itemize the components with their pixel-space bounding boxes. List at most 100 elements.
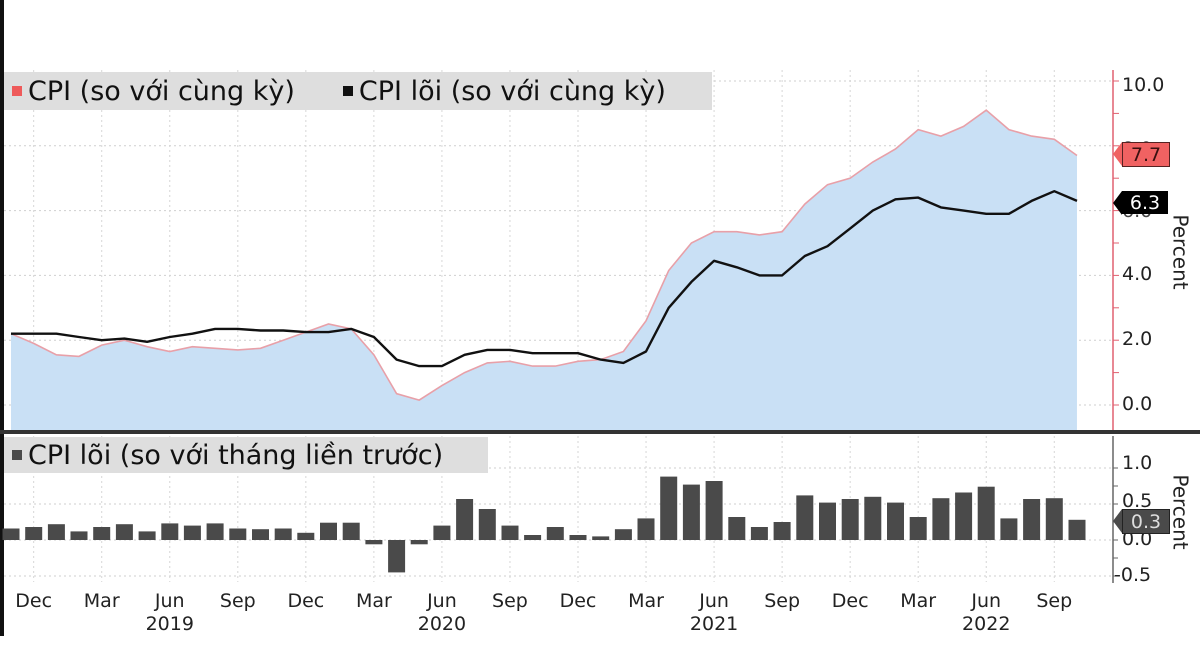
legend-label-cpi: CPI (so với cùng kỳ)	[28, 75, 295, 107]
x-tick-label: Sep	[764, 590, 801, 612]
x-tick-label: Dec	[831, 590, 869, 612]
core-mom-bar	[932, 498, 950, 540]
core-mom-bar	[728, 517, 746, 540]
left-border	[0, 0, 4, 636]
x-tick-label: Dec	[287, 590, 325, 612]
x-tick-label: Mar	[900, 590, 937, 612]
core-mom-bar	[660, 476, 678, 540]
ytick-top-10: 10.0	[1122, 74, 1165, 96]
x-year-label: 2022	[962, 613, 1011, 635]
core-mom-bar	[47, 524, 65, 540]
cpi-line	[10, 109, 1078, 401]
core-mom-bar	[1045, 498, 1063, 540]
core-mom-bar	[25, 527, 43, 540]
core-mom-bar	[252, 529, 269, 540]
core-end-value-tag: 6.3	[1122, 191, 1168, 214]
ytick-top-0: 0.0	[1122, 393, 1153, 415]
core-mom-bar	[592, 536, 610, 540]
core-mom-bar	[320, 522, 337, 540]
core-swatch-icon	[342, 86, 353, 96]
ytick-bottom-1: 1.0	[1122, 452, 1153, 474]
core-mom-bar	[977, 486, 995, 540]
x-tick-label: Jun	[971, 590, 1002, 612]
core-mom-bar	[206, 523, 224, 540]
x-tick-label: Sep	[219, 590, 256, 612]
legend-label-core-mom: CPI lõi (so với tháng liền trước)	[28, 439, 444, 471]
core-mom-bar	[1000, 518, 1018, 540]
core-mom-bar	[955, 492, 973, 540]
core-cpi-line	[11, 189, 1078, 368]
core-end-value: 6.3	[1129, 191, 1161, 214]
core-mom-bar	[342, 522, 360, 540]
core-mom-bar	[546, 527, 564, 540]
core-mom-bar	[229, 528, 247, 540]
core-mom-bar	[365, 540, 383, 545]
core-mom-bar	[1023, 499, 1041, 540]
cpi-end-value: 7.7	[1130, 143, 1162, 166]
x-year-label: 2019	[145, 613, 194, 635]
core-mom-bar	[297, 532, 315, 540]
core-mom-bar	[93, 527, 111, 540]
core-mom-bar	[138, 531, 156, 540]
x-year-label: 2020	[417, 613, 467, 635]
ytick-top-4: 4.0	[1122, 263, 1153, 285]
core-mom-bar	[909, 517, 927, 540]
x-tick-label: Mar	[628, 590, 664, 612]
core-mom-bar	[637, 518, 655, 540]
core-mom-bar	[841, 499, 859, 540]
core-mom-bar	[274, 528, 292, 540]
x-tick-label: Dec	[15, 590, 53, 612]
core-mom-bar	[501, 525, 519, 540]
bottom-legend: CPI lõi (so với tháng liền trước)	[4, 437, 488, 473]
x-tick-label: Jun	[154, 590, 185, 612]
legend-item-core: CPI lõi (so với cùng kỳ)	[342, 75, 666, 107]
ytick-bottom-neg0.5: -0.5	[1114, 564, 1152, 586]
core-mom-end-value: 0.3	[1130, 510, 1162, 533]
core-mom-bar	[705, 481, 723, 540]
top-legend: CPI (so với cùng kỳ) CPI lõi (so với cùn…	[4, 72, 712, 110]
x-tick-label: Mar	[355, 590, 392, 612]
cpi-area	[11, 110, 1077, 430]
core-mom-bar	[2, 528, 20, 540]
ylabel-bottom: Percent	[1168, 474, 1193, 550]
legend-label-core: CPI lõi (so với cùng kỳ)	[358, 75, 666, 107]
core-mom-bar	[614, 529, 632, 540]
core-mom-bar	[478, 509, 496, 540]
core-mom-bar	[70, 531, 88, 540]
core-mom-bar	[433, 525, 451, 540]
legend-item-core-mom: CPI lõi (so với tháng liền trước)	[12, 440, 443, 471]
x-year-label: 2021	[689, 613, 739, 635]
core-mom-bar	[456, 499, 474, 540]
core-mom-bar	[569, 535, 587, 540]
core-mom-bar	[773, 522, 791, 540]
x-tick-label: Jun	[427, 590, 457, 612]
core-mom-bar	[682, 484, 700, 540]
core-mom-swatch-icon	[12, 450, 22, 460]
core-mom-bar	[864, 496, 882, 540]
core-mom-end-value-tag: 0.3	[1122, 509, 1170, 534]
x-tick-label: Dec	[559, 590, 597, 612]
core-mom-bar	[524, 535, 542, 540]
panel-divider	[0, 430, 1200, 434]
core-mom-bar	[410, 540, 428, 545]
core-mom-bar	[1068, 519, 1086, 540]
legend-item-cpi: CPI (so với cùng kỳ)	[12, 76, 295, 107]
core-tag-arrow-icon	[1113, 191, 1122, 215]
core-mom-bar	[388, 540, 406, 573]
cpi-tag-arrow-icon	[1113, 142, 1122, 166]
core-mom-tag-arrow-icon	[1113, 509, 1122, 533]
cpi-end-value-tag: 7.7	[1122, 142, 1170, 167]
ytick-top-2: 2.0	[1122, 328, 1153, 350]
x-tick-label: Mar	[83, 590, 120, 612]
core-mom-bar	[887, 502, 904, 540]
x-tick-label: Jun	[699, 590, 729, 612]
core-mom-bar	[750, 527, 768, 540]
x-tick-label: Sep	[492, 590, 528, 612]
core-mom-bar	[161, 523, 179, 540]
cpi-swatch-icon	[12, 86, 22, 96]
x-tick-label: Sep	[1036, 590, 1073, 612]
core-mom-bar	[819, 502, 836, 540]
core-mom-bar	[796, 495, 814, 540]
core-mom-bar	[183, 525, 201, 540]
